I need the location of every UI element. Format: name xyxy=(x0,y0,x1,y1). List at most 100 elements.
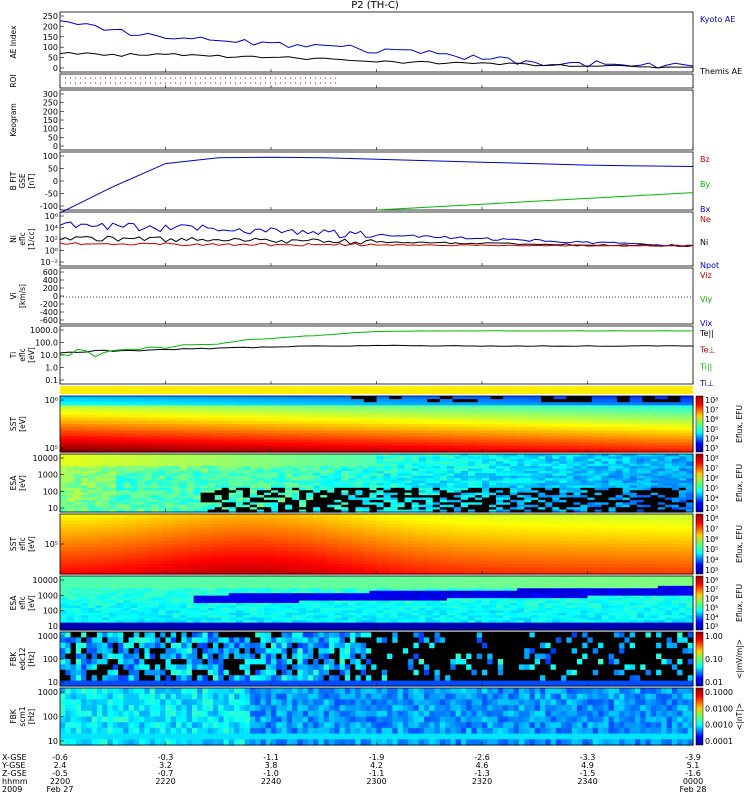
spectro-cell xyxy=(503,470,511,474)
spectro-cell xyxy=(249,622,258,626)
spectro-cell xyxy=(165,593,174,597)
spectro-cell xyxy=(211,402,226,406)
spectro-cell xyxy=(173,557,188,562)
spectro-cell xyxy=(165,485,174,489)
spectro-cell xyxy=(655,557,669,562)
spectro-cell xyxy=(158,495,167,499)
spectro-cell xyxy=(389,405,403,410)
spectro-cell xyxy=(278,492,286,496)
spectro-cell xyxy=(325,402,340,406)
spectro-cell xyxy=(320,497,328,501)
spectro-cell xyxy=(383,603,392,607)
spectro-cell xyxy=(591,448,605,453)
spectro-cell xyxy=(650,458,659,462)
spectro-cell xyxy=(389,408,403,413)
spectro-cell xyxy=(427,445,441,450)
spectro-cell xyxy=(186,445,200,450)
spectro-cell xyxy=(144,490,153,494)
spectro-cell xyxy=(587,478,596,482)
spectro-cell xyxy=(579,547,593,552)
spectro-cell xyxy=(165,463,174,467)
spectro-cell xyxy=(482,468,490,472)
spectro-cell xyxy=(376,593,385,597)
spectro-cell xyxy=(165,612,174,616)
spectro-cell xyxy=(642,396,656,400)
spectro-cell xyxy=(313,514,327,518)
spectro-cell xyxy=(320,610,328,614)
spectro-cell xyxy=(221,495,230,499)
spectro-cell xyxy=(629,427,643,431)
spectro-cell xyxy=(242,622,251,626)
spectro-cell xyxy=(664,487,673,491)
spectro-cell xyxy=(414,445,428,450)
spectro-cell xyxy=(179,612,188,616)
spectro-cell xyxy=(397,478,406,482)
spectro-cell xyxy=(313,527,327,532)
spectro-cell xyxy=(427,436,441,441)
spectro-cell xyxy=(151,615,160,619)
spectro-cell xyxy=(165,627,174,631)
spectro-cell xyxy=(369,456,378,460)
spectro-cell xyxy=(221,461,230,465)
spectro-cell xyxy=(601,483,610,487)
spectro-cell xyxy=(401,433,416,438)
spectro-cell xyxy=(389,527,403,532)
spectro-cell xyxy=(130,483,138,487)
spectro-cell xyxy=(256,466,265,470)
spectro-cell xyxy=(615,485,624,489)
spectro-cell xyxy=(474,468,483,472)
spectro-cell xyxy=(604,427,618,431)
spectro-cell xyxy=(467,478,476,482)
spectro-cell xyxy=(299,603,307,607)
spectro-cell xyxy=(207,578,216,582)
spectro-cell xyxy=(123,547,137,552)
spectro-cell xyxy=(538,473,546,477)
spectro-cell xyxy=(116,509,124,513)
spectro-cell xyxy=(401,547,416,552)
spectro-cell xyxy=(144,487,153,491)
spectro-cell xyxy=(477,537,492,542)
spectro-cell xyxy=(200,578,209,582)
spectro-cell xyxy=(186,487,195,491)
spectro-cell xyxy=(287,570,302,575)
spectro-cell xyxy=(531,483,539,487)
spectro-cell xyxy=(262,411,276,416)
spectro-cell xyxy=(199,402,213,406)
spectro-cell xyxy=(214,492,223,496)
spectro-cell xyxy=(650,499,659,503)
spectro-cell xyxy=(608,497,617,501)
spectro-cell xyxy=(237,514,251,518)
spectro-cell xyxy=(263,454,272,458)
spectro-cell xyxy=(300,396,314,400)
spectro-cell xyxy=(566,554,580,558)
spectro-cell xyxy=(622,468,631,472)
spectro-cell xyxy=(116,600,124,604)
spectro-cell xyxy=(161,439,175,444)
spectro-cell xyxy=(404,473,413,477)
spectro-cell xyxy=(604,567,618,572)
spectro-cell xyxy=(263,463,272,467)
spectro-cell xyxy=(173,564,188,568)
spectro-cell xyxy=(460,468,469,472)
spectro-cell xyxy=(608,475,617,479)
spectro-cell xyxy=(320,487,328,491)
spectro-cell xyxy=(151,495,160,499)
spectro-cell xyxy=(123,509,131,513)
spectro-cell xyxy=(439,475,448,479)
spectro-cell xyxy=(655,396,669,400)
spectro-cell xyxy=(287,448,302,453)
spectro-cell xyxy=(242,463,251,467)
spectro-cell xyxy=(313,442,327,447)
spectro-cell xyxy=(137,583,145,587)
spectro-cell xyxy=(72,396,86,400)
spectro-cell xyxy=(109,578,117,582)
spectro-cell xyxy=(144,583,153,587)
spectro-cell xyxy=(650,497,659,501)
spectro-cell xyxy=(510,499,518,503)
spectro-cell xyxy=(200,487,209,491)
spectro-cell xyxy=(186,540,200,545)
spectro-cell xyxy=(81,595,89,599)
spectro-cell xyxy=(211,544,226,548)
spectro-cell xyxy=(482,504,490,508)
spectro-cell xyxy=(680,527,694,532)
